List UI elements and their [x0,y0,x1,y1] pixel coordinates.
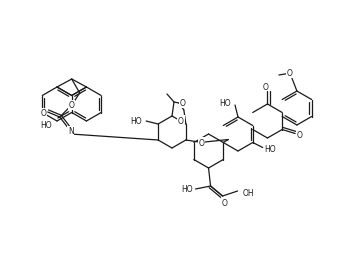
Text: O: O [262,82,268,91]
Text: HO: HO [40,121,52,130]
Text: O: O [222,198,227,207]
Text: N: N [68,127,74,136]
Text: O: O [180,99,186,108]
Text: HO: HO [265,145,276,153]
Text: O: O [199,138,205,147]
Text: OH: OH [243,188,254,197]
Text: O: O [287,69,293,78]
Text: O: O [296,131,302,139]
Text: HO: HO [219,99,231,108]
Text: O: O [69,101,75,110]
Text: HO: HO [131,117,142,126]
Text: O: O [178,116,184,125]
Text: O: O [41,109,47,118]
Text: HO: HO [181,185,193,194]
